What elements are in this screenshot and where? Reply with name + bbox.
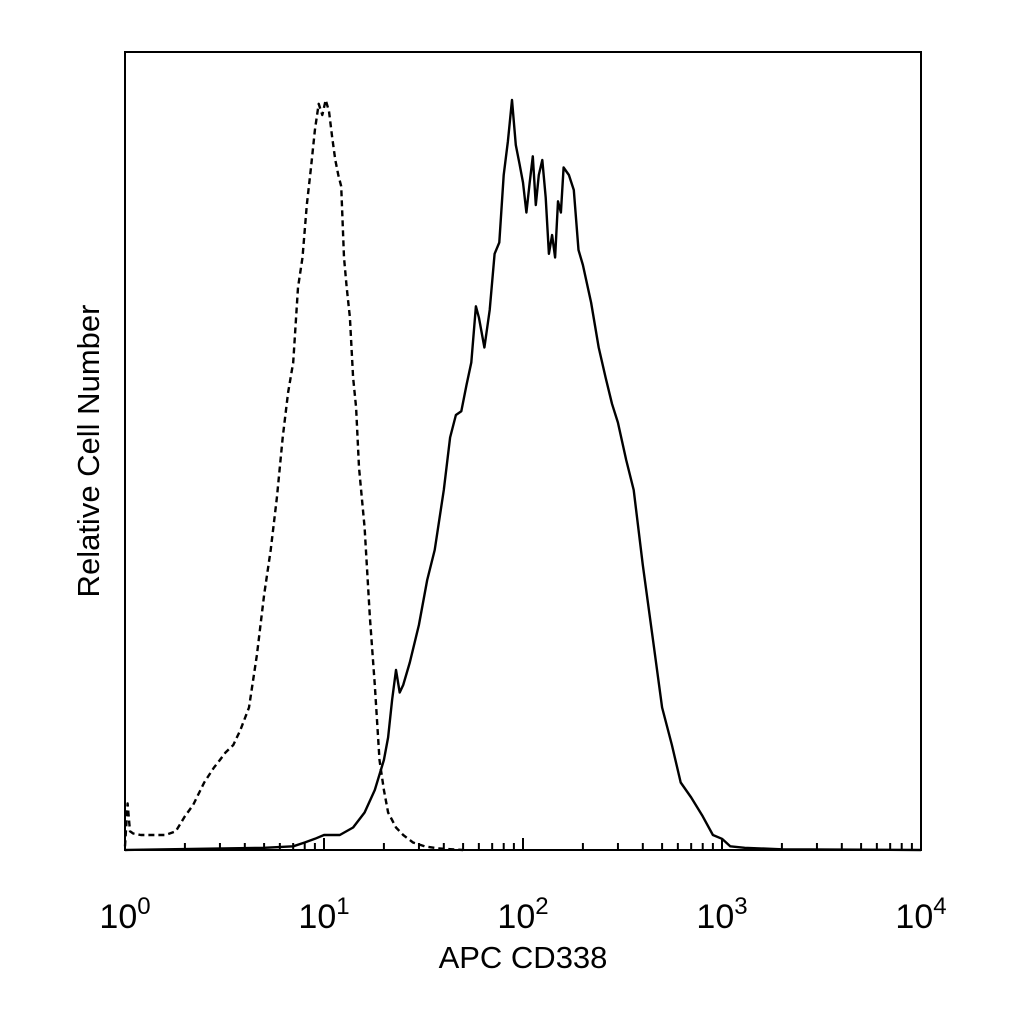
plot-frame: [124, 51, 922, 851]
stained-histogram-line: [124, 98, 922, 852]
x-tick-labels: 100 101 102 103 104: [99, 893, 946, 936]
x-tick-label: 102: [497, 893, 548, 936]
x-tick-label: 104: [895, 893, 946, 936]
x-minor-ticks: [124, 838, 913, 850]
x-tick-label: 103: [696, 893, 747, 936]
y-axis-label: Relative Cell Number: [71, 305, 106, 598]
x-axis-label: APC CD338: [439, 940, 608, 975]
control-histogram-line: [123, 98, 464, 852]
series-layer: [123, 98, 922, 852]
x-tick-label: 101: [298, 893, 349, 936]
x-tick-label: 100: [99, 893, 150, 936]
